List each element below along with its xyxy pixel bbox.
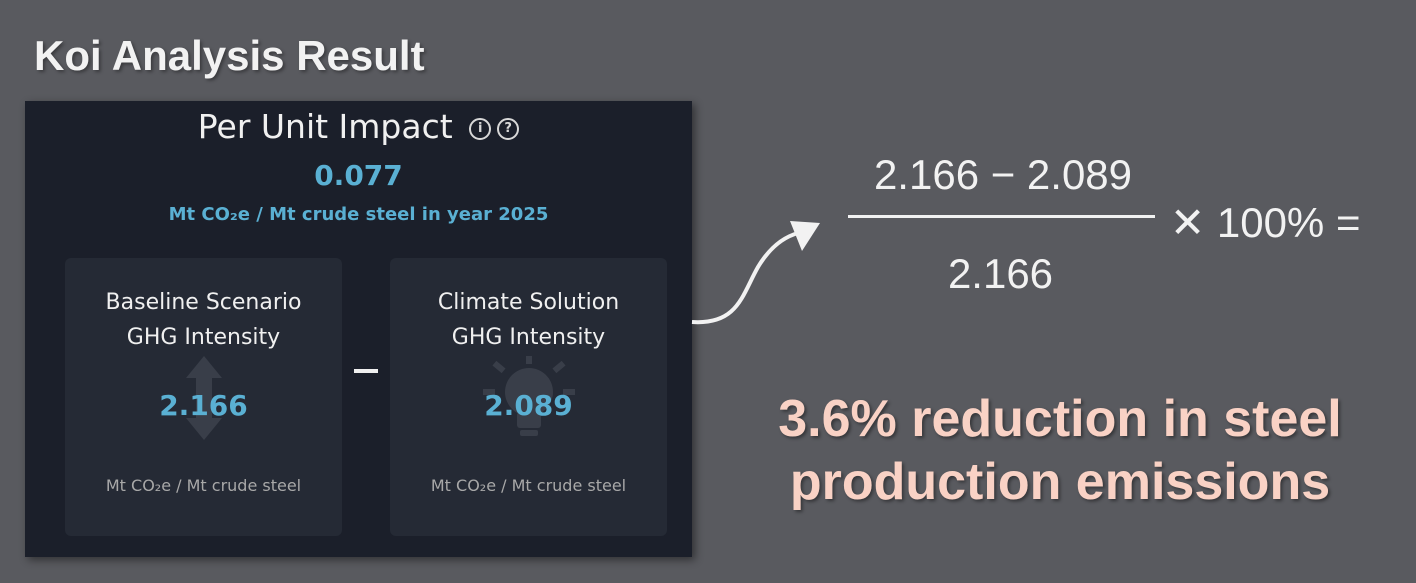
baseline-card-title: Baseline Scenario GHG Intensity <box>65 285 342 355</box>
solution-title-line2: GHG Intensity <box>451 325 606 350</box>
help-icon[interactable]: ? <box>497 118 520 140</box>
baseline-value: 2.166 <box>159 389 248 422</box>
per-unit-impact-unit: Mt CO₂e / Mt crude steel in year 2025 <box>168 204 549 225</box>
minus-operator <box>354 369 378 373</box>
baseline-card: Baseline Scenario GHG Intensity 2.166 Mt… <box>65 258 342 536</box>
baseline-title-line2: GHG Intensity <box>126 325 281 350</box>
panel-heading-text: Per Unit Impact <box>197 107 453 146</box>
baseline-unit: Mt CO₂e / Mt crude steel <box>105 476 302 495</box>
formula-denominator: 2.166 <box>947 250 1054 297</box>
curved-arrow-icon <box>690 215 830 335</box>
slide-title: Koi Analysis Result <box>34 32 425 79</box>
lightbulb-icon <box>479 356 579 451</box>
info-icon[interactable]: i <box>469 118 492 140</box>
fraction-bar <box>848 215 1155 218</box>
conclusion-text: 3.6% reduction in steel production emiss… <box>740 388 1380 514</box>
solution-card: Climate Solution GHG Intensity 2.089 Mt … <box>390 258 667 536</box>
solution-value: 2.089 <box>484 389 573 422</box>
per-unit-impact-value: 0.077 <box>314 159 403 192</box>
per-unit-impact-panel: Per Unit Impact i? 0.077 Mt CO₂e / Mt cr… <box>25 101 692 557</box>
panel-heading: Per Unit Impact i? <box>25 107 692 146</box>
baseline-title-line1: Baseline Scenario <box>105 290 302 315</box>
formula-multiplier: ✕ 100% = <box>1170 199 1361 246</box>
conclusion-line2: production emissions <box>789 453 1331 511</box>
solution-unit: Mt CO₂e / Mt crude steel <box>430 476 627 495</box>
solution-card-title: Climate Solution GHG Intensity <box>390 285 667 355</box>
up-down-arrow-icon <box>184 356 224 445</box>
solution-title-line1: Climate Solution <box>437 290 620 315</box>
formula-numerator: 2.166 − 2.089 <box>873 151 1133 198</box>
conclusion-line1: 3.6% reduction in steel <box>778 390 1342 448</box>
